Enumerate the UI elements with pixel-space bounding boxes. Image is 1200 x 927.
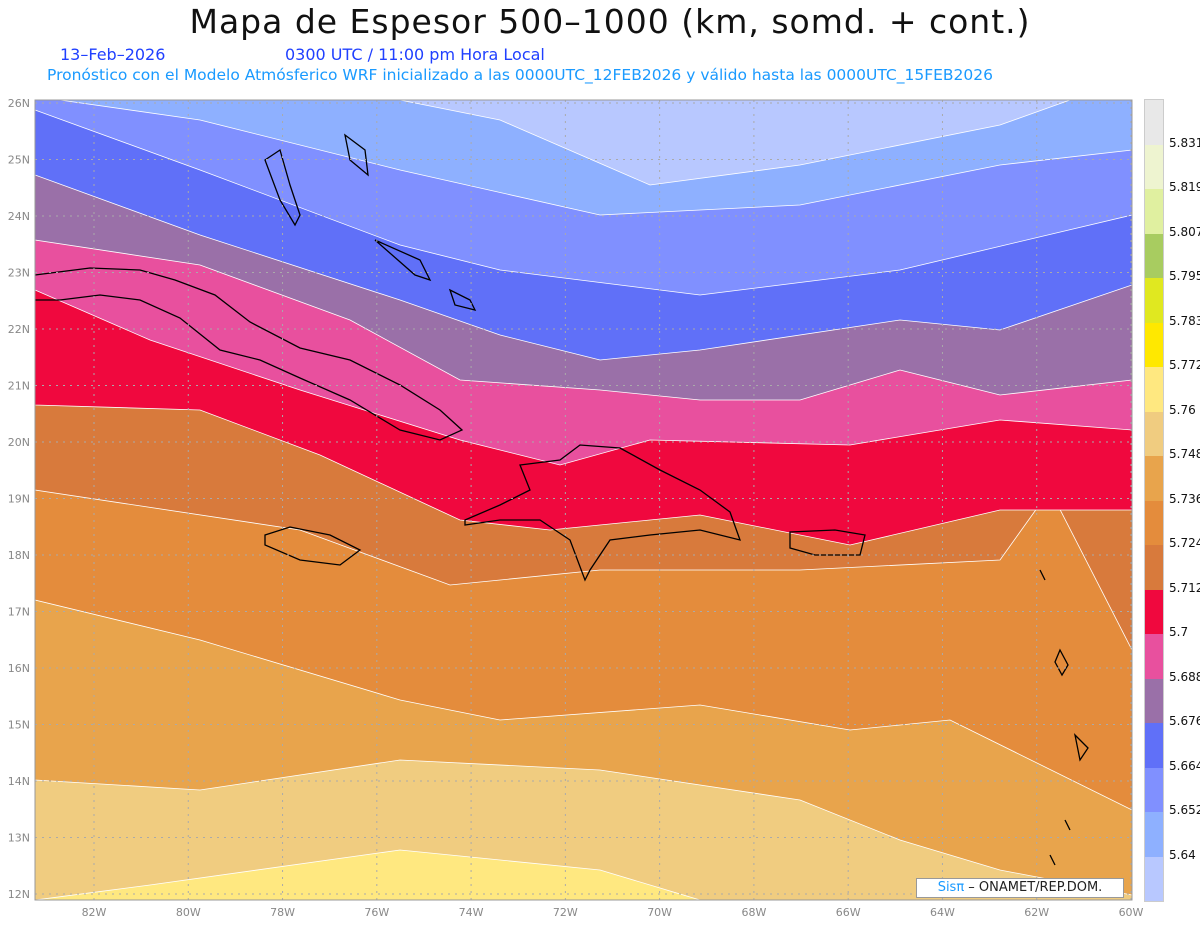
lon-tick-label: 80W <box>176 906 201 919</box>
colorbar-swatch <box>1145 233 1163 278</box>
colorbar-swatch <box>1145 411 1163 456</box>
colorbar-swatch <box>1145 856 1163 901</box>
colorbar-swatch <box>1145 500 1163 545</box>
lat-tick-label: 23N <box>8 267 30 280</box>
colorbar-swatch <box>1145 812 1163 857</box>
lat-tick-label: 22N <box>8 323 30 336</box>
puertorico-coast <box>789 529 866 556</box>
colorbar-label: 5.831 <box>1169 135 1200 150</box>
forecast-time: 0300 UTC / 11:00 pm Hora Local <box>285 45 545 64</box>
jamaica-coast <box>264 526 362 566</box>
lat-tick-label: 20N <box>8 436 30 449</box>
lat-tick-label: 14N <box>8 775 30 788</box>
colorbar-label: 5.819 <box>1169 180 1200 194</box>
map-frame <box>34 99 1133 901</box>
lon-tick-label: 82W <box>82 906 107 919</box>
map-title: Mapa de Espesor 500–1000 (km, somd. + co… <box>189 2 1031 41</box>
lon-tick-label: 60W <box>1119 906 1144 919</box>
colorbar-label: 5.7 <box>1169 625 1189 639</box>
colorbar-label: 5.724 <box>1169 536 1200 550</box>
colorbar-swatch <box>1145 767 1163 812</box>
colorbar-label: 5.712 <box>1169 580 1200 595</box>
lat-tick-label: 17N <box>8 606 30 619</box>
lon-tick-label: 76W <box>364 906 389 919</box>
lat-tick-label: 16N <box>8 662 30 675</box>
lat-tick-label: 25N <box>8 154 30 167</box>
coastlines <box>34 133 1089 866</box>
colorbar-swatch <box>1145 589 1163 634</box>
credit-text: – ONAMET/REP.DOM. <box>964 880 1103 895</box>
cuba-coast <box>34 267 464 441</box>
lat-tick-label: 18N <box>8 549 30 562</box>
hispaniola-coast <box>464 444 742 582</box>
colorbar-label: 5.795 <box>1169 269 1200 283</box>
colorbar-swatch <box>1145 634 1163 679</box>
colorbar-label: 5.64 <box>1169 847 1196 862</box>
lon-tick-label: 70W <box>647 906 672 919</box>
colorbar-swatch <box>1145 144 1163 189</box>
colorbar-swatch <box>1145 678 1163 723</box>
lat-tick-label: 15N <box>8 719 30 732</box>
lat-tick-label: 13N <box>8 832 30 845</box>
model-subtitle: Pronóstico con el Modelo Atmósferico WRF… <box>47 66 993 84</box>
colorbar-label: 5.748 <box>1169 447 1200 461</box>
lon-tick-label: 64W <box>930 906 955 919</box>
colorbar-swatch <box>1145 278 1163 323</box>
colorbar-label: 5.688 <box>1169 669 1200 684</box>
lon-tick-label: 74W <box>459 906 484 919</box>
colorbar-label: 5.676 <box>1169 714 1200 728</box>
colorbar-swatch <box>1145 322 1163 367</box>
lesser-antilles-coast <box>1039 569 1089 866</box>
credit-box: Sisπ – ONAMET/REP.DOM. <box>916 878 1124 898</box>
colorbar-label: 5.783 <box>1169 313 1200 328</box>
sispi-logo: Sisπ <box>937 880 965 895</box>
lon-tick-label: 78W <box>270 906 295 919</box>
lat-tick-label: 24N <box>8 210 30 223</box>
forecast-date: 13–Feb–2026 <box>60 45 166 64</box>
colorbar-label: 5.652 <box>1169 803 1200 817</box>
colorbar-swatch <box>1145 723 1163 768</box>
lat-tick-label: 19N <box>8 493 30 506</box>
colorbar <box>1144 99 1164 902</box>
graticule <box>35 100 1132 900</box>
colorbar-swatch <box>1145 545 1163 590</box>
colorbar-swatch <box>1145 100 1163 145</box>
colorbar-swatch <box>1145 189 1163 234</box>
colorbar-label: 5.76 <box>1169 402 1196 417</box>
colorbar-swatch <box>1145 367 1163 412</box>
lat-tick-label: 21N <box>8 380 30 393</box>
colorbar-label: 5.807 <box>1169 224 1200 239</box>
lat-tick-label: 12N <box>8 888 30 901</box>
lon-tick-label: 62W <box>1024 906 1049 919</box>
lon-tick-label: 72W <box>553 906 578 919</box>
bahamas-coast <box>264 133 477 311</box>
colorbar-label: 5.772 <box>1169 358 1200 372</box>
colorbar-label: 5.664 <box>1169 758 1200 773</box>
colorbar-swatch <box>1145 456 1163 501</box>
lon-tick-label: 68W <box>741 906 766 919</box>
lat-tick-label: 26N <box>8 97 30 110</box>
lon-tick-label: 66W <box>836 906 861 919</box>
colorbar-label: 5.736 <box>1169 491 1200 506</box>
